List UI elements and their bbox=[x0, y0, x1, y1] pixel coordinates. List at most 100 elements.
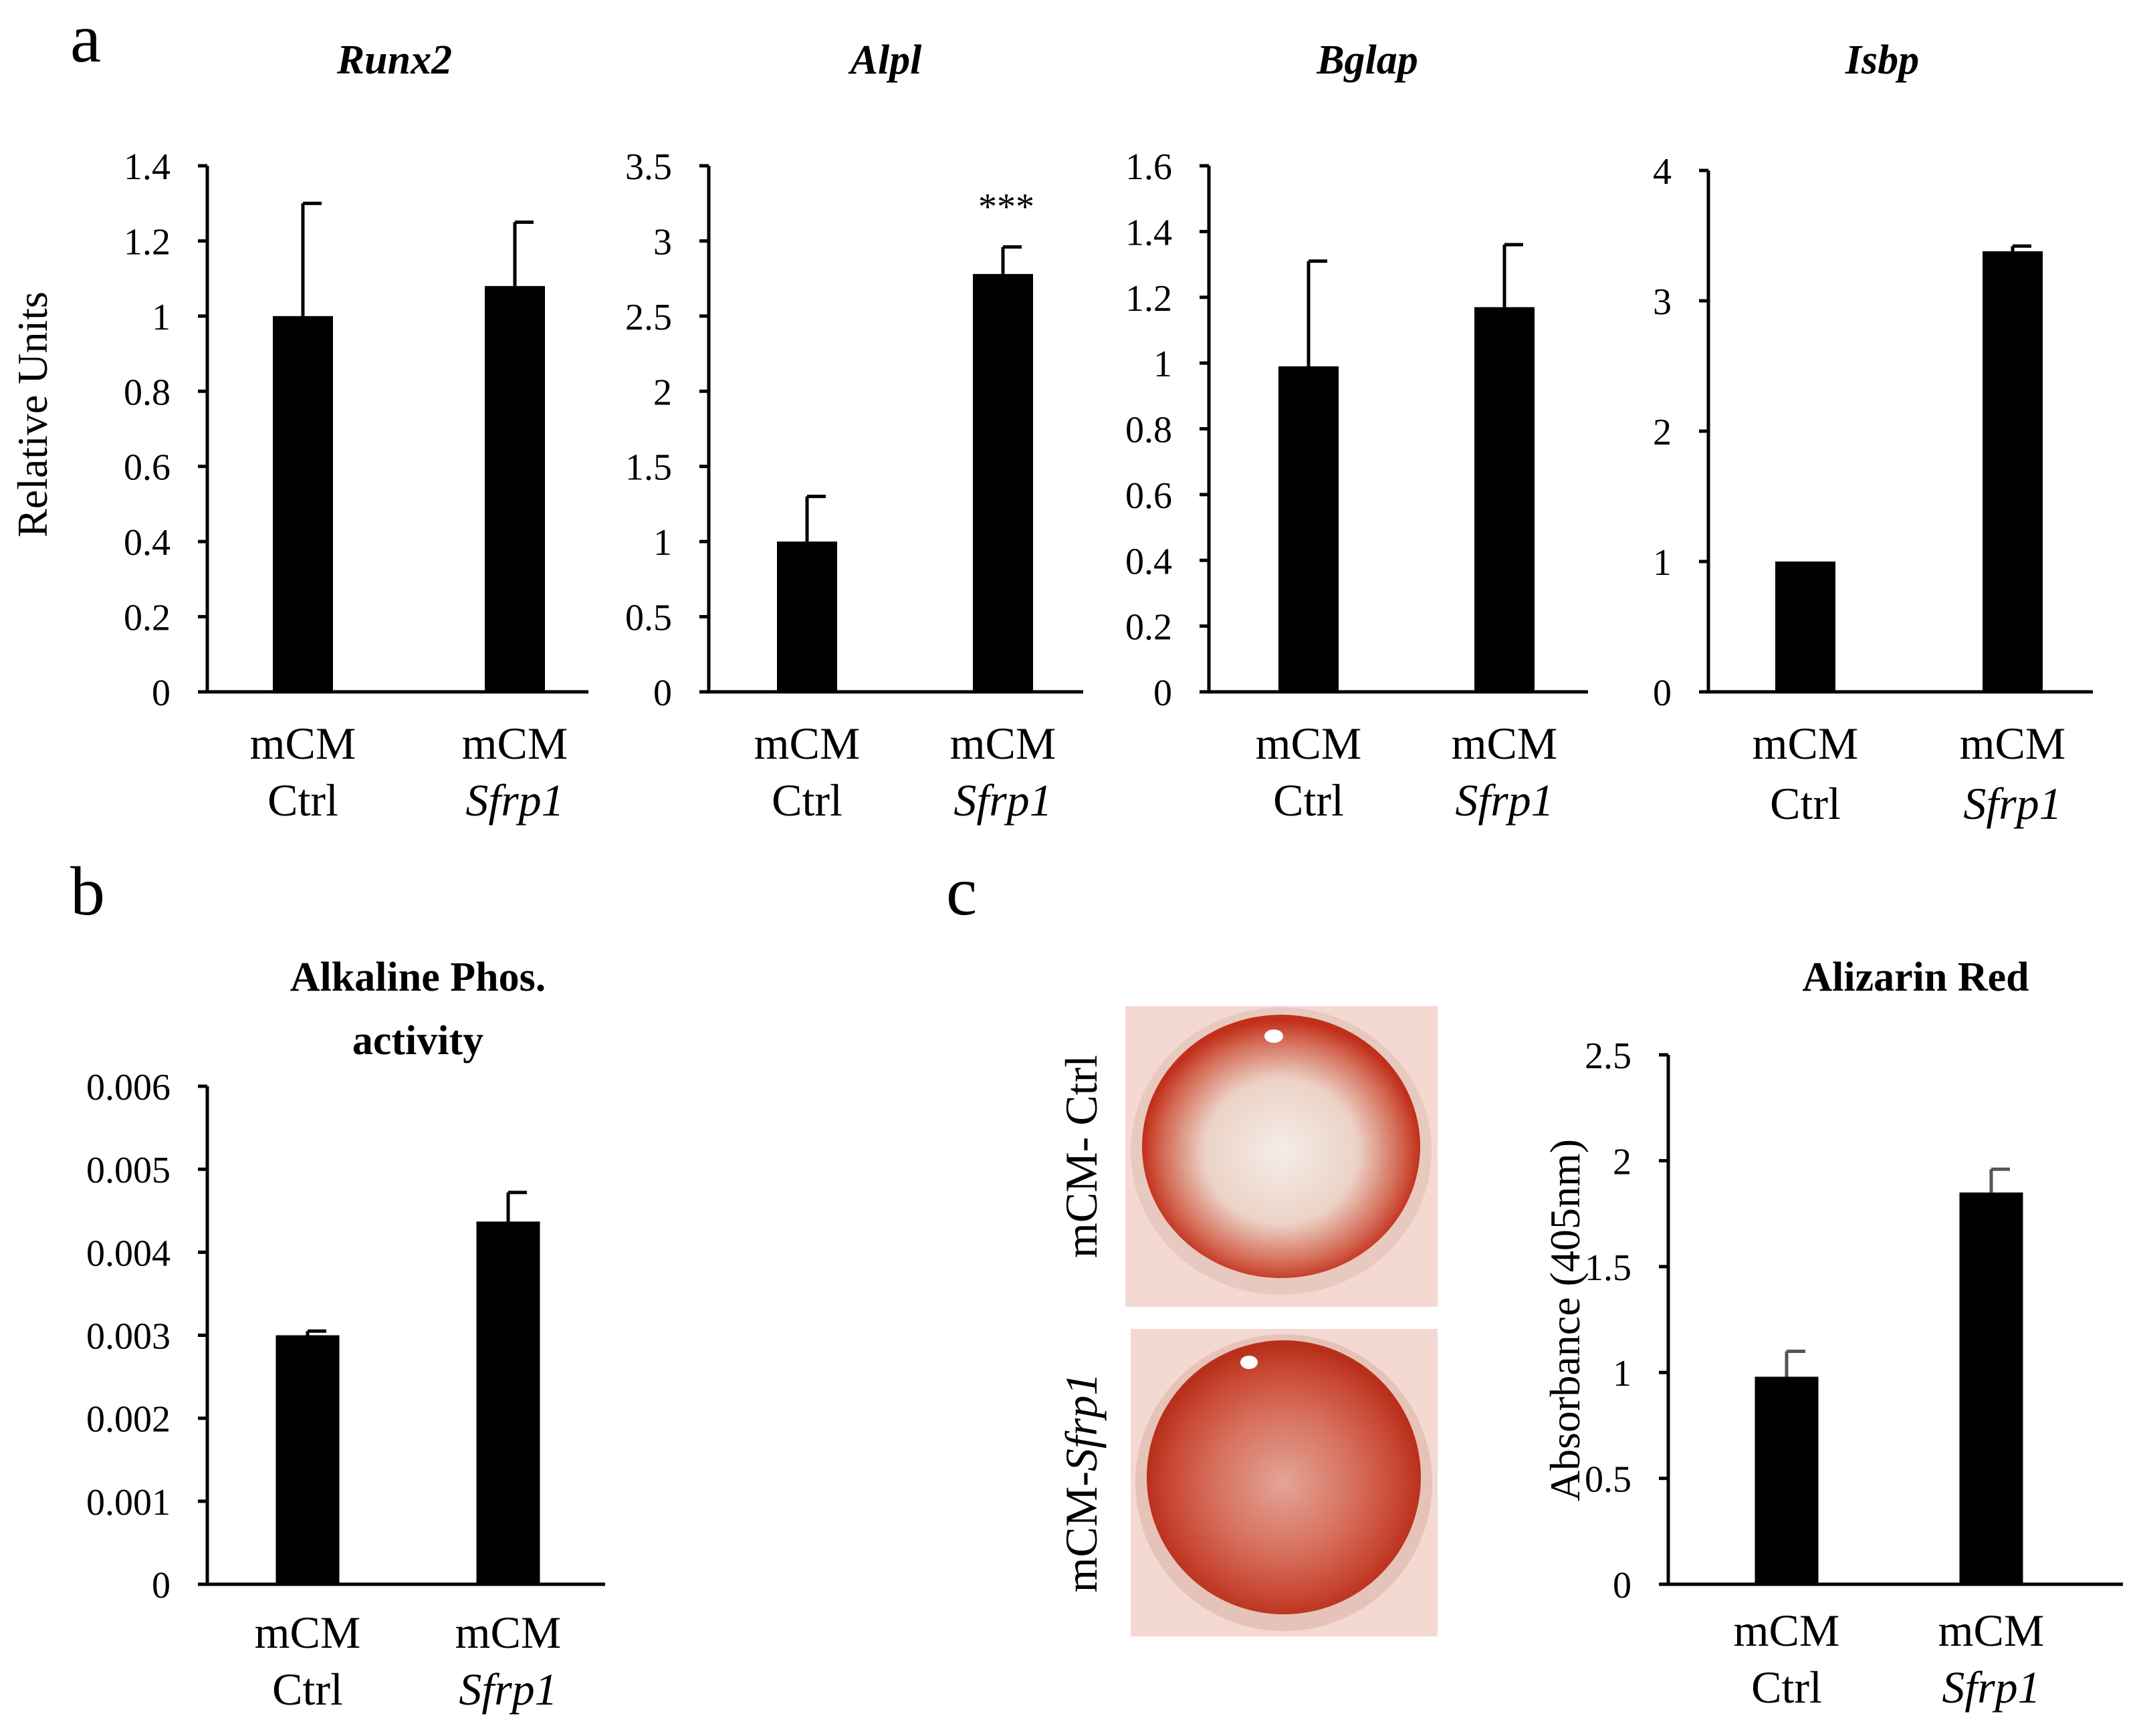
runx2-category-label-line1: mCM bbox=[462, 718, 568, 769]
alp-category-label-line2: Ctrl bbox=[272, 1664, 343, 1715]
isbp-title: Isbp bbox=[1845, 37, 1919, 83]
alizarin-tick-label: 2 bbox=[1613, 1141, 1631, 1183]
alpl-tick-label: 2 bbox=[653, 372, 672, 413]
alizarin-category-label-line1: mCM bbox=[1734, 1605, 1840, 1656]
alizarin-category-label-line2: Sfrp1 bbox=[1942, 1662, 2040, 1713]
runx2-tick-label: 1.2 bbox=[124, 221, 171, 263]
alizarin-category-label-line2: Ctrl bbox=[1751, 1662, 1822, 1713]
alpl-title: Alpl bbox=[848, 37, 923, 83]
alp-category-label-line1: mCM bbox=[455, 1607, 562, 1658]
alp-tick-label: 0.005 bbox=[86, 1150, 171, 1191]
alp-tick-label: 0.004 bbox=[86, 1233, 171, 1274]
isbp-tick-label: 4 bbox=[1653, 151, 1672, 193]
runx2-category-label-line2: Sfrp1 bbox=[465, 775, 564, 826]
alpl-tick-label: 3.5 bbox=[625, 146, 672, 188]
alp-tick-label: 0.002 bbox=[86, 1399, 171, 1441]
runx2-title: Runx2 bbox=[336, 37, 452, 83]
alpl-bar bbox=[973, 273, 1033, 692]
runx2-category-label-line1: mCM bbox=[250, 718, 356, 769]
sfrp1-well-stain bbox=[1147, 1340, 1421, 1614]
runx2-tick-label: 0.4 bbox=[124, 522, 171, 564]
runx2-chart: Runx2 0 0.2 0.4 0.6 0.8 1 1.2 1.4 Relative Units m… bbox=[9, 37, 588, 826]
isbp-bar bbox=[1983, 251, 2043, 692]
alizarin-bar bbox=[1755, 1376, 1819, 1584]
alpl-tick-label: 1 bbox=[653, 522, 672, 564]
alp-tick-label: 0.001 bbox=[86, 1482, 171, 1523]
alizarin-tick-label: 1.5 bbox=[1585, 1247, 1631, 1289]
runx2-tick-label: 0.8 bbox=[124, 372, 171, 413]
runx2-category-label-line2: Ctrl bbox=[267, 775, 338, 826]
alp-tick-label: 0.003 bbox=[86, 1316, 171, 1358]
runx2-tick-label: 1.4 bbox=[124, 146, 171, 188]
isbp-category-label-line1: mCM bbox=[1960, 718, 2066, 769]
runx2-y-axis-label: Relative Units bbox=[9, 291, 56, 537]
alpl-tick-label: 3 bbox=[653, 221, 672, 263]
bglap-tick-label: 0.8 bbox=[1125, 410, 1172, 451]
alizarin-category-label-line1: mCM bbox=[1938, 1605, 2045, 1656]
bglap-tick-label: 0.4 bbox=[1125, 541, 1172, 582]
alp-tick-label: 0.006 bbox=[86, 1067, 171, 1108]
isbp-tick-label: 3 bbox=[1653, 281, 1672, 323]
isbp-category-label-line2: Sfrp1 bbox=[1963, 778, 2061, 829]
bglap-category-label-line1: mCM bbox=[1256, 718, 1362, 769]
isbp-bar bbox=[1775, 562, 1835, 692]
alp-bar bbox=[476, 1221, 540, 1584]
alpl-tick-label: 1.5 bbox=[625, 447, 672, 489]
alp-title: Alkaline Phos. bbox=[290, 955, 546, 1000]
bglap-tick-label: 1.2 bbox=[1125, 278, 1172, 320]
bglap-tick-label: 0.2 bbox=[1125, 607, 1172, 648]
bglap-bar bbox=[1278, 366, 1339, 692]
bglap-bar bbox=[1474, 307, 1535, 693]
ctrl-well-stain bbox=[1142, 1015, 1420, 1278]
runx2-tick-label: 0.2 bbox=[124, 598, 171, 639]
bglap-tick-label: 1 bbox=[1153, 344, 1172, 385]
isbp-category-label-line2: Ctrl bbox=[1770, 778, 1841, 829]
alpl-chart: Alpl 0 0.5 1 1.5 2 2.5 3 3.5 mCM Ctrl *** mCM Sfrp1 bbox=[625, 37, 1083, 826]
bglap-tick-label: 0.6 bbox=[1125, 475, 1172, 517]
alp-category-label-line2: Sfrp1 bbox=[459, 1664, 557, 1715]
runx2-tick-label: 1 bbox=[152, 297, 171, 338]
alizarin-bar bbox=[1959, 1192, 2023, 1584]
isbp-category-label-line1: mCM bbox=[1753, 718, 1859, 769]
sfrp1-photo-label-prefix: mCM- bbox=[1056, 1471, 1107, 1592]
runx2-tick-label: 0.6 bbox=[124, 447, 171, 489]
bglap-category-label-line1: mCM bbox=[1452, 718, 1558, 769]
alp-tick-label: 0 bbox=[152, 1565, 171, 1606]
alpl-bar bbox=[777, 541, 837, 692]
alkaline-phos-chart: Alkaline Phos. activity 0 0.001 0.002 0.003 0.… bbox=[86, 955, 605, 1715]
alp-category-label-line1: mCM bbox=[255, 1607, 361, 1658]
bglap-category-label-line2: Ctrl bbox=[1273, 775, 1344, 826]
stained-well-photos: mCM- Ctrl mCM-Sfrp1 bbox=[1056, 1006, 1438, 1636]
alp-title-line2: activity bbox=[352, 1018, 483, 1064]
alizarin-red-chart: Alizarin Red 0 0.5 1 1.5 2 2.5 Absorbance (405n… bbox=[1541, 955, 2123, 1713]
bglap-chart: Bglap 0 0.2 0.4 0.6 0.8 1 1.2 1.4 1.6 mCM Ctrl mCM Sf… bbox=[1125, 37, 1588, 826]
panel-letter-c: c bbox=[946, 853, 977, 930]
sfrp1-photo-label-gene: Sfrp1 bbox=[1056, 1373, 1107, 1471]
sfrp1-well-glare bbox=[1240, 1356, 1258, 1369]
alpl-tick-label: 0.5 bbox=[625, 598, 672, 639]
alizarin-tick-label: 1 bbox=[1613, 1353, 1631, 1394]
runx2-tick-label: 0 bbox=[152, 672, 171, 714]
alp-bar bbox=[275, 1335, 340, 1584]
bglap-tick-label: 1.4 bbox=[1125, 212, 1172, 253]
bglap-tick-label: 1.6 bbox=[1125, 146, 1172, 188]
alizarin-tick-label: 2.5 bbox=[1585, 1035, 1631, 1077]
panel-letter-a: a bbox=[70, 0, 101, 77]
bglap-title: Bglap bbox=[1316, 37, 1418, 83]
alpl-category-label-line2: Ctrl bbox=[772, 775, 842, 826]
alpl-category-label-line2: Sfrp1 bbox=[953, 775, 1052, 826]
alpl-category-label-line1: mCM bbox=[950, 718, 1056, 769]
ctrl-well-glare bbox=[1264, 1029, 1283, 1043]
alpl-tick-label: 2.5 bbox=[625, 297, 672, 338]
bglap-category-label-line2: Sfrp1 bbox=[1455, 775, 1553, 826]
alizarin-tick-label: 0 bbox=[1613, 1565, 1631, 1606]
runx2-bar bbox=[273, 316, 333, 692]
alizarin-tick-label: 0.5 bbox=[1585, 1459, 1631, 1501]
alpl-category-label-line1: mCM bbox=[754, 718, 861, 769]
alpl-tick-label: 0 bbox=[653, 672, 672, 714]
bglap-tick-label: 0 bbox=[1153, 672, 1172, 714]
alizarin-title: Alizarin Red bbox=[1802, 955, 2029, 1000]
sfrp1-photo-label: mCM-Sfrp1 bbox=[1056, 1373, 1107, 1593]
panel-letter-b: b bbox=[70, 853, 105, 930]
isbp-tick-label: 1 bbox=[1653, 542, 1672, 584]
